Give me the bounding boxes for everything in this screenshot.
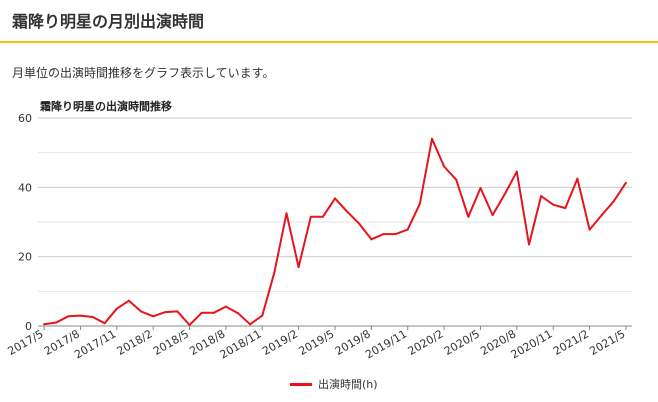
- legend-swatch: [290, 382, 312, 386]
- data-point: [334, 197, 336, 200]
- data-point: [455, 178, 458, 181]
- data-point: [624, 181, 627, 184]
- data-point: [358, 222, 361, 225]
- x-tick-label: 2020/5: [442, 327, 482, 358]
- data-point: [43, 323, 46, 326]
- x-tick-label: 2018/11: [218, 327, 264, 361]
- data-point: [564, 207, 567, 210]
- legend: 出演時間(h): [290, 376, 378, 392]
- series-line: [43, 137, 627, 326]
- data-point: [515, 170, 518, 173]
- data-point: [164, 311, 167, 314]
- data-point: [527, 243, 530, 246]
- y-tick-label: 0: [25, 320, 32, 333]
- data-point: [188, 323, 191, 326]
- x-tick-label: 2017/11: [72, 327, 118, 361]
- data-point: [540, 195, 543, 197]
- data-point: [237, 312, 240, 315]
- data-point: [406, 228, 409, 231]
- grid-layer: [38, 117, 632, 327]
- data-point: [309, 215, 312, 218]
- x-tick-label: 2021/5: [587, 327, 627, 358]
- axis-layer: 02040602017/52017/82017/112018/22018/520…: [6, 112, 628, 361]
- data-point: [285, 212, 288, 215]
- data-point: [67, 315, 70, 318]
- data-point: [479, 187, 482, 190]
- data-point: [140, 310, 143, 313]
- data-point: [261, 314, 264, 317]
- x-tick-label: 2020/2: [406, 327, 446, 358]
- data-point: [200, 311, 203, 314]
- data-point: [382, 233, 385, 236]
- data-point: [91, 315, 94, 318]
- page-description: 月単位の出演時間推移をグラフ表示しています。: [12, 66, 275, 80]
- title-underline: [0, 41, 658, 43]
- data-point: [467, 215, 470, 218]
- data-point: [55, 321, 58, 324]
- data-point: [176, 310, 179, 313]
- data-point: [370, 238, 373, 241]
- x-tick-label: 2018/5: [151, 327, 191, 358]
- data-point: [249, 323, 252, 326]
- x-tick-label: 2020/11: [509, 327, 555, 361]
- data-point: [418, 202, 421, 205]
- data-point: [443, 165, 446, 168]
- y-tick-label: 20: [18, 251, 32, 264]
- data-point: [79, 314, 82, 317]
- legend-label: 出演時間(h): [318, 378, 378, 391]
- series-layer: [43, 137, 627, 326]
- x-tick-label: 2019/11: [363, 327, 409, 361]
- data-point: [152, 315, 155, 318]
- data-point: [503, 193, 506, 196]
- data-point: [103, 322, 106, 325]
- x-tick-label: 2021/2: [551, 327, 591, 358]
- chart-title: 霜降り明星の出演時間推移: [39, 99, 172, 113]
- data-point: [321, 215, 324, 218]
- page-title: 霜降り明星の月別出演時間: [12, 12, 205, 31]
- data-point: [612, 200, 615, 203]
- data-point: [394, 233, 397, 236]
- y-tick-label: 60: [18, 112, 32, 125]
- data-point: [273, 271, 276, 274]
- data-point: [430, 137, 433, 140]
- data-point: [212, 311, 215, 314]
- data-point: [115, 307, 118, 310]
- data-point: [491, 214, 494, 217]
- x-tick-label: 2019/5: [296, 327, 336, 358]
- data-point: [588, 228, 591, 231]
- y-tick-label: 40: [18, 181, 32, 194]
- data-point: [224, 305, 227, 308]
- data-point: [346, 210, 349, 213]
- x-tick-label: 2018/2: [115, 327, 155, 358]
- x-tick-label: 2019/2: [260, 327, 300, 358]
- data-point: [297, 266, 300, 269]
- data-point: [600, 214, 603, 217]
- data-point: [552, 203, 555, 206]
- data-point: [127, 299, 130, 302]
- data-point: [576, 177, 579, 180]
